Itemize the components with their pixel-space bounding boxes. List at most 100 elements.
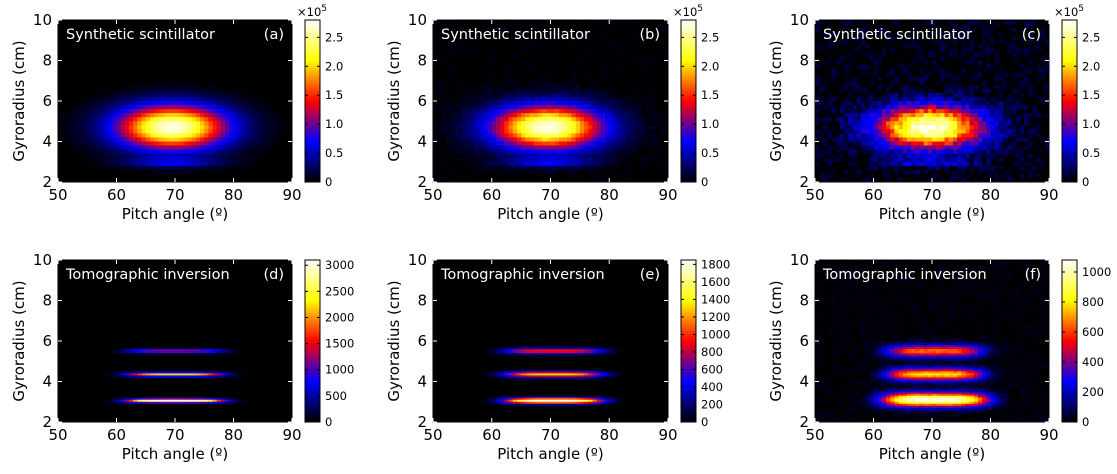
- heatmap-cell: [542, 141, 547, 146]
- heatmap-cell: [191, 113, 197, 118]
- heatmap-cell: [508, 125, 514, 130]
- heatmap-cell: [848, 109, 854, 114]
- heatmap-cell: [487, 109, 493, 114]
- heatmap-cell: [881, 157, 887, 163]
- heatmap-cell: [487, 113, 493, 118]
- heatmap-cell: [453, 137, 459, 142]
- heatmap-cell: [1019, 80, 1025, 86]
- heatmap-cell: [655, 149, 661, 155]
- heatmap-cell: [579, 109, 585, 114]
- heatmap-cell: [137, 371, 142, 374]
- heatmap-cell: [823, 260, 828, 263]
- heatmap-cell: [952, 121, 958, 126]
- heatmap-cell: [1003, 101, 1008, 106]
- heatmap-cell: [596, 351, 602, 354]
- heatmap-cell: [141, 145, 147, 150]
- heatmap-cell: [881, 153, 887, 159]
- heatmap-cell: [154, 133, 159, 138]
- heatmap-cell: [840, 105, 845, 110]
- heatmap-cell: [823, 129, 828, 134]
- heatmap-cell: [533, 145, 539, 150]
- heatmap-cell: [927, 72, 933, 78]
- heatmap-cell: [137, 165, 142, 171]
- heatmap-cell: [512, 129, 518, 134]
- heatmap-cell: [579, 397, 585, 401]
- heatmap-cell: [70, 129, 76, 134]
- heatmap-cell: [848, 260, 854, 263]
- heatmap-cell: [433, 64, 438, 69]
- heatmap-cell: [487, 401, 493, 405]
- heatmap-cell: [571, 88, 577, 94]
- heatmap-cell: [491, 161, 497, 167]
- heatmap-cell: [458, 141, 463, 146]
- heatmap-cell: [902, 153, 908, 159]
- heatmap-cell: [195, 153, 201, 159]
- heatmap-cell: [571, 121, 577, 126]
- heatmap-cell: [998, 157, 1004, 163]
- heatmap-cell: [216, 105, 222, 110]
- heatmap-cell: [977, 60, 983, 65]
- heatmap-cell: [99, 149, 105, 155]
- heatmap-cell: [533, 165, 539, 171]
- heatmap-cell: [546, 121, 551, 126]
- heatmap-cell: [840, 121, 845, 126]
- heatmap-cell: [575, 125, 581, 130]
- heatmap-cell: [487, 96, 493, 102]
- heatmap-cell: [990, 44, 996, 49]
- heatmap-cell: [877, 101, 883, 106]
- heatmap-cell: [470, 141, 476, 146]
- heatmap-cell: [873, 101, 879, 106]
- heatmap-cells: [815, 260, 1050, 423]
- heatmap-cell: [869, 105, 874, 110]
- heatmap-cell: [95, 105, 101, 110]
- heatmap-cell: [600, 157, 606, 163]
- heatmap-cell: [1003, 133, 1008, 138]
- heatmap-cell: [579, 349, 585, 352]
- heatmap-cell: [647, 56, 652, 61]
- heatmap-cell: [961, 266, 966, 269]
- heatmap-cell: [542, 88, 547, 94]
- heatmap-cell: [504, 113, 509, 118]
- heatmap-cell: [848, 125, 854, 130]
- x-tick-label: 90: [658, 186, 677, 204]
- heatmap-cell: [890, 165, 895, 171]
- heatmap-cell: [466, 161, 472, 167]
- colorbar-tick-label: 500: [325, 389, 347, 403]
- heatmap-cell: [1015, 44, 1021, 49]
- heatmap-cell: [1023, 264, 1029, 267]
- heatmap-cell: [466, 44, 472, 49]
- heatmap-cell: [87, 105, 92, 110]
- heatmap-cell: [91, 96, 97, 102]
- heatmap-cell: [512, 371, 518, 374]
- heatmap-cell: [516, 117, 522, 122]
- heatmap-cell: [567, 165, 572, 171]
- heatmap-cell: [998, 40, 1004, 45]
- y-tick-label: 6: [417, 92, 427, 110]
- heatmap-cell: [579, 173, 585, 179]
- heatmap-cell: [108, 145, 113, 150]
- heatmap-cell: [525, 157, 530, 163]
- heatmap-cell: [977, 161, 983, 167]
- heatmap-cell: [508, 88, 514, 94]
- heatmap-cell: [200, 349, 205, 352]
- heatmap-cell: [994, 56, 1000, 61]
- y-axis-label: Gyroradius (cm): [767, 40, 785, 161]
- heatmap-cell: [927, 96, 933, 102]
- heatmap-cell: [873, 153, 879, 159]
- heatmap-cell: [940, 121, 945, 126]
- heatmap-cell: [592, 145, 598, 150]
- heatmap-cell: [655, 109, 661, 114]
- heatmap-cell: [162, 169, 168, 175]
- heatmap-cell: [542, 161, 547, 167]
- heatmap-cell: [70, 117, 76, 122]
- heatmap-cell: [906, 145, 912, 150]
- heatmap-cell: [927, 153, 933, 159]
- heatmap-cell: [655, 113, 661, 118]
- heatmap-cell: [940, 149, 945, 155]
- colorbar-tick-label: 0: [701, 415, 708, 429]
- heatmap-cell: [886, 96, 891, 102]
- heatmap-cell: [200, 101, 205, 106]
- heatmap-cell: [579, 88, 585, 94]
- heatmap-cell: [542, 397, 547, 401]
- heatmap-cell: [137, 121, 142, 126]
